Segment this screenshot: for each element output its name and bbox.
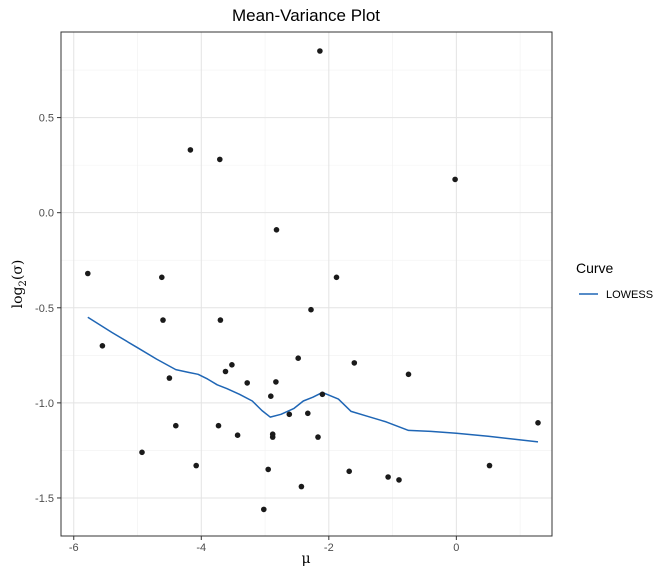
x-tick-label: 0 xyxy=(453,542,459,554)
y-axis-title-base: log xyxy=(10,286,26,308)
data-point xyxy=(229,362,235,368)
data-point xyxy=(396,477,402,483)
x-tick-label: -2 xyxy=(324,542,334,554)
data-point xyxy=(234,432,241,439)
y-tick-label: 0.0 xyxy=(39,208,54,220)
lowess-curve-layer xyxy=(87,316,539,443)
y-tick-label: -0.5 xyxy=(35,303,54,315)
x-axis-ticks: -6 -4 -2 0 xyxy=(69,536,459,554)
data-point xyxy=(317,48,323,54)
chart-title: Mean-Variance Plot xyxy=(232,6,380,25)
x-axis-title: μ xyxy=(301,551,310,567)
data-point xyxy=(160,317,166,323)
data-point xyxy=(268,393,274,400)
legend: Curve LOWESS xyxy=(576,260,653,301)
y-tick-label: -1.5 xyxy=(35,493,54,505)
data-point xyxy=(193,462,199,469)
data-point xyxy=(295,355,302,362)
data-point xyxy=(265,466,272,473)
data-point xyxy=(385,474,391,480)
y-tick-label: -1.0 xyxy=(35,398,54,410)
data-point xyxy=(261,506,267,513)
data-point xyxy=(244,380,250,386)
x-tick-label: -4 xyxy=(196,542,206,554)
data-point xyxy=(405,371,412,378)
data-point xyxy=(535,420,541,426)
data-point xyxy=(319,391,326,398)
data-point xyxy=(217,156,223,163)
data-point xyxy=(486,462,493,469)
svg-text:log2(σ): log2(σ) xyxy=(10,260,29,309)
major-gridlines xyxy=(61,32,552,536)
data-point xyxy=(286,411,293,418)
data-point xyxy=(452,176,458,183)
data-point xyxy=(269,434,276,440)
data-point xyxy=(315,434,321,440)
data-point xyxy=(215,422,222,429)
data-point xyxy=(217,317,224,323)
data-point xyxy=(308,306,314,313)
y-axis-title-subscript: 2 xyxy=(18,280,29,286)
plot-panel-background xyxy=(61,32,552,536)
data-point xyxy=(346,468,353,475)
x-tick-label: -6 xyxy=(69,542,79,554)
data-point xyxy=(273,379,279,385)
legend-label-lowess: LOWESS xyxy=(606,289,653,301)
data-point xyxy=(159,274,165,281)
data-point xyxy=(333,274,340,281)
data-point xyxy=(99,343,106,349)
y-axis-ticks: -1.5 -1.0 -0.5 0.0 0.5 xyxy=(35,113,61,505)
data-point xyxy=(187,147,194,153)
y-axis-title-argument: (σ) xyxy=(10,260,26,280)
data-point xyxy=(298,483,305,490)
legend-title: Curve xyxy=(576,260,614,276)
plot-panel-border xyxy=(60,31,553,537)
data-point xyxy=(166,375,173,381)
data-point xyxy=(222,368,229,375)
series-line-lowess xyxy=(87,316,539,443)
data-point xyxy=(139,449,145,456)
data-point xyxy=(173,422,179,429)
data-point xyxy=(85,270,91,277)
data-point xyxy=(305,410,311,417)
scatter-points-layer xyxy=(85,48,541,513)
data-point xyxy=(273,227,280,233)
y-axis-title: log2(σ) xyxy=(10,260,29,309)
y-tick-label: 0.5 xyxy=(39,113,54,125)
data-point xyxy=(351,360,358,366)
